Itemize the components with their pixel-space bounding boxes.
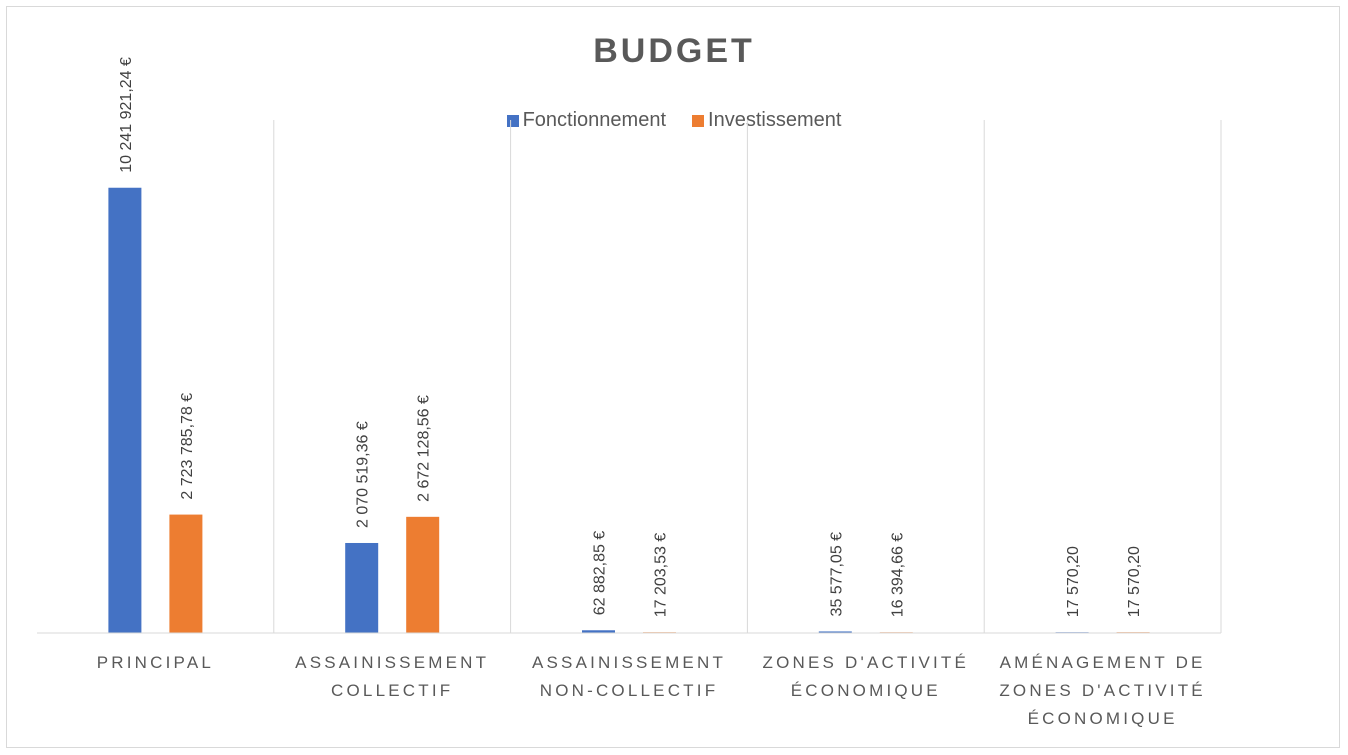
bar-fonctionnement-1: [345, 542, 379, 633]
bar-investissement-1: [406, 516, 440, 633]
category-label-line: NON-COLLECTIF: [539, 681, 719, 700]
data-label: 17 203,53 €: [653, 533, 670, 618]
legend-swatch-investissement: [692, 114, 705, 127]
data-label: 35 577,05 €: [828, 532, 845, 617]
legend-swatch-fonctionnement: [506, 114, 519, 127]
data-label: 2 723 785,78 €: [179, 393, 196, 500]
category-label: ASSAINISSEMENT COLLECTIF: [274, 649, 510, 705]
legend-label-fonctionnement: Fonctionnement: [522, 109, 667, 131]
category-label-line: PRINCIPAL: [96, 653, 215, 672]
bar-investissement-0: [169, 514, 203, 633]
category-label-line: ÉCONOMIQUE: [1027, 709, 1178, 728]
bar-fonctionnement-3: [818, 631, 852, 633]
bar-fonctionnement-2: [582, 630, 615, 633]
category-label-line: ASSAINISSEMENT: [531, 653, 727, 672]
data-label: 16 394,66 €: [889, 533, 906, 618]
chart-frame: [6, 6, 1340, 748]
category-label: PRINCIPAL: [37, 649, 273, 677]
bar-fonctionnement-0: [108, 187, 142, 633]
data-label: 2 070 519,36 €: [355, 421, 372, 528]
chart-legend: Fonctionnement Investissement: [0, 109, 1348, 132]
category-label-line: ASSAINISSEMENT: [295, 653, 490, 672]
category-label-line: COLLECTIF: [331, 681, 454, 700]
category-label-line: ZONES D'ACTIVITÉ: [999, 681, 1206, 700]
data-label: 10 241 921,24 €: [118, 57, 135, 173]
category-label: ASSAINISSEMENT NON-COLLECTIF: [511, 649, 747, 705]
category-label: AMÉNAGEMENT DE ZONES D'ACTIVITÉ ÉCONOMIQUE: [985, 649, 1221, 733]
data-label: 17 570,20: [1065, 546, 1082, 617]
chart-title: BUDGET: [593, 32, 755, 70]
legend-label-investissement: Investissement: [708, 109, 842, 131]
category-label: ZONES D'ACTIVITÉ ÉCONOMIQUE: [748, 649, 984, 705]
data-label: 17 570,20: [1126, 546, 1143, 617]
data-label: 62 882,85 €: [592, 531, 609, 616]
category-label-line: AMÉNAGEMENT DE: [999, 653, 1206, 672]
category-label-line: ÉCONOMIQUE: [790, 681, 941, 700]
data-label: 2 672 128,56 €: [416, 395, 433, 502]
legend-item-fonctionnement: Fonctionnement: [506, 109, 667, 132]
category-label-line: ZONES D'ACTIVITÉ: [762, 653, 970, 672]
legend-item-investissement: Investissement: [692, 109, 841, 132]
